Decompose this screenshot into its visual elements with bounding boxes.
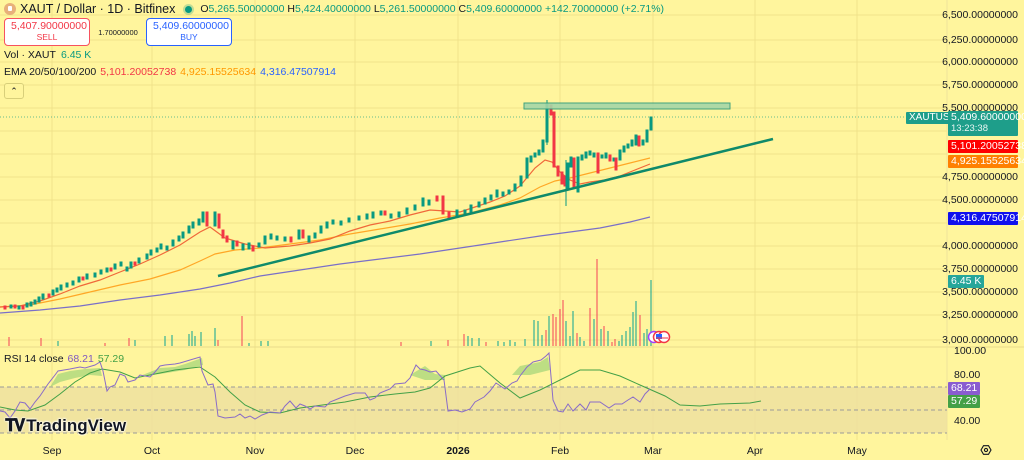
symbol-header[interactable]: XAUT / Dollar · 1D · Bitfinex O5,265.500… bbox=[4, 2, 664, 16]
xaut-logo-icon bbox=[4, 3, 16, 15]
price-tick: 4,000.00000000 bbox=[942, 240, 1018, 252]
rsi-tick: 80.00 bbox=[954, 369, 981, 381]
support-trendline bbox=[217, 137, 774, 278]
ema20-tag: 5,101.20052738 bbox=[948, 140, 1024, 153]
last-price-tag: 5,409.60000000 13:23:38 bbox=[948, 111, 1024, 136]
rsi-ma-line bbox=[0, 365, 762, 414]
tradingview-logo[interactable]: 𝐓𝐕 TradingView bbox=[5, 416, 127, 435]
price-tick: 3,750.00000000 bbox=[942, 263, 1018, 275]
price-change: +142.70000000 (+2.71%) bbox=[544, 3, 665, 15]
price-tick: 4,500.00000000 bbox=[942, 194, 1018, 206]
volume-histogram bbox=[8, 259, 652, 346]
price-tick: 3,250.00000000 bbox=[942, 309, 1018, 321]
bar-countdown: 13:23:38 bbox=[951, 123, 988, 134]
tradingview-mark-icon: 𝐓𝐕 bbox=[5, 416, 25, 435]
rsi-legend[interactable]: RSI 14 close 68.21 57.29 bbox=[4, 353, 125, 365]
market-status-icon bbox=[185, 5, 193, 13]
volume-legend[interactable]: Vol · XAUT 6.45 K bbox=[4, 49, 92, 61]
ema20-value: 5,101.20052738 bbox=[100, 66, 177, 78]
ema50-tag: 4,925.15525634 bbox=[948, 155, 1024, 168]
ohlc-values: O5,265.50000000 H5,424.40000000 L5,261.5… bbox=[200, 3, 665, 15]
time-tick: Dec bbox=[345, 445, 365, 457]
rsi-tick: 40.00 bbox=[954, 415, 981, 427]
price-tick: 6,500.00000000 bbox=[942, 9, 1018, 21]
rsi-ma-value: 57.29 bbox=[97, 353, 125, 365]
spread-value: 1.70000000 bbox=[98, 27, 138, 37]
settings-icon bbox=[980, 445, 992, 455]
ema50-value: 4,925.15525634 bbox=[180, 66, 257, 78]
price-tick: 3,000.00000000 bbox=[942, 334, 1018, 346]
time-tick: May bbox=[847, 445, 867, 457]
rsi-tick: 100.00 bbox=[954, 345, 987, 357]
volume-value: 6.45 K bbox=[60, 49, 92, 61]
price-tick: 6,000.00000000 bbox=[942, 56, 1018, 68]
resistance-zone bbox=[523, 102, 731, 110]
candles bbox=[3, 100, 653, 310]
volume-tag: 6.45 K bbox=[948, 275, 985, 288]
price-tick: 5,750.00000000 bbox=[942, 79, 1018, 91]
chevron-up-icon: ⌃ bbox=[10, 86, 18, 96]
ema200-value: 4,316.47507914 bbox=[260, 66, 337, 78]
symbol-tag: XAUTUSD bbox=[906, 112, 960, 124]
symbol-title[interactable]: XAUT / Dollar · 1D · Bitfinex bbox=[20, 2, 176, 16]
rsi-ma-tag: 57.29 bbox=[948, 395, 981, 408]
price-tick: 6,250.00000000 bbox=[942, 34, 1018, 46]
time-tick: Mar bbox=[643, 445, 663, 457]
economic-event-markers bbox=[647, 330, 671, 344]
rsi-line bbox=[0, 351, 651, 420]
ema-legend[interactable]: EMA 20/50/100/200 5,101.20052738 4,925.155… bbox=[4, 66, 337, 78]
time-tick: Nov bbox=[245, 445, 265, 457]
time-tick: Feb bbox=[550, 445, 570, 457]
ema50-line bbox=[0, 157, 651, 308]
time-tick: Oct bbox=[143, 445, 161, 457]
rsi-tag: 68.21 bbox=[948, 382, 981, 395]
ema200-line bbox=[0, 216, 651, 314]
sell-button[interactable]: 5,407.90000000 SELL bbox=[4, 18, 90, 46]
time-tick: Sep bbox=[42, 445, 62, 457]
collapse-legend-button[interactable]: ⌃ bbox=[4, 83, 24, 99]
price-tick: 4,750.00000000 bbox=[942, 171, 1018, 183]
rsi-value: 68.21 bbox=[67, 353, 94, 365]
time-tick: Apr bbox=[746, 445, 764, 457]
ema200-tag: 4,316.47507914 bbox=[948, 212, 1024, 225]
grid bbox=[0, 0, 947, 440]
buy-button[interactable]: 5,409.60000000 BUY bbox=[146, 18, 232, 46]
time-tick-year: 2026 bbox=[446, 445, 470, 457]
trade-panel: 5,407.90000000 SELL 1.70000000 5,409.600… bbox=[4, 18, 232, 46]
price-tick: 3,500.00000000 bbox=[942, 286, 1018, 298]
